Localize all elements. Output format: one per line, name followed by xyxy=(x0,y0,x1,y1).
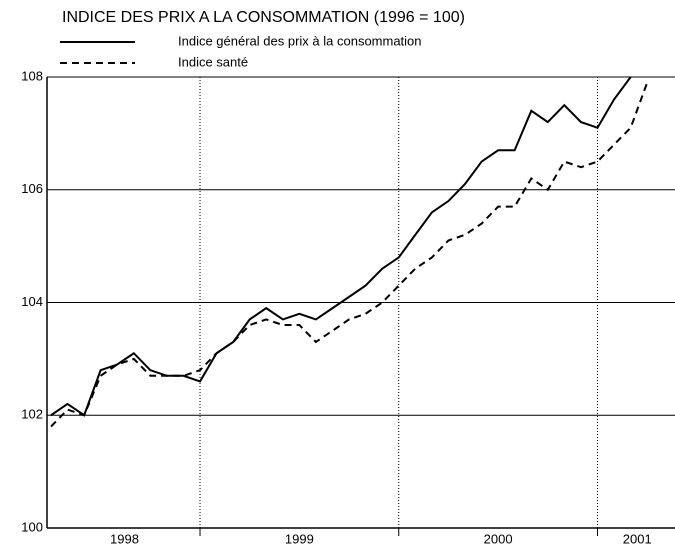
line xyxy=(50,76,632,417)
legend-label: Indice santé xyxy=(178,54,248,69)
y-tick-label: 108 xyxy=(21,68,43,83)
x-tick-label: 2001 xyxy=(623,531,652,546)
chart-title: INDICE DES PRIX A LA CONSOMMATION (1996 … xyxy=(62,9,465,26)
y-tick-label: 104 xyxy=(21,294,43,309)
line xyxy=(50,82,649,428)
legend-label: Indice général des prix à la consommatio… xyxy=(178,33,422,48)
x-tick-label: 2000 xyxy=(484,531,513,546)
x-tick-label: 1999 xyxy=(285,531,314,546)
y-tick-label: 100 xyxy=(21,519,43,534)
y-tick-label: 102 xyxy=(21,407,43,422)
y-tick-label: 106 xyxy=(21,181,43,196)
x-tick-label: 1998 xyxy=(110,531,139,546)
